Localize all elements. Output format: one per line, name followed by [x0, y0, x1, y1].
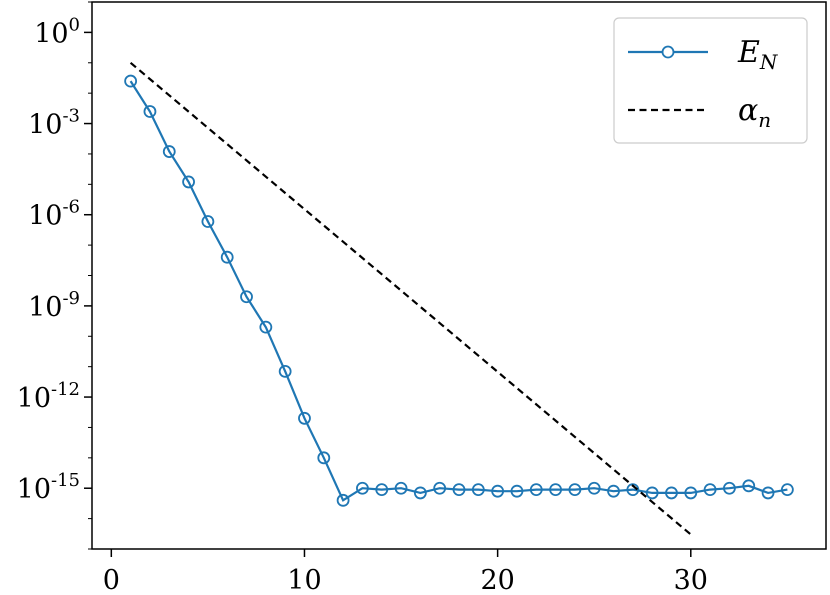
data-point: [394, 481, 408, 495]
x-tick-label: 10: [287, 565, 321, 595]
data-point: [684, 486, 698, 500]
y-axis: 100 10-3 10-6 10-9 10-12 10-15: [17, 1, 92, 550]
data-point: [375, 483, 389, 497]
series-layer: [124, 61, 794, 536]
data-point: [742, 479, 756, 493]
data-point: [240, 290, 253, 304]
data-point: [549, 483, 562, 497]
data-point: [703, 483, 717, 497]
data-point: [298, 411, 311, 425]
data-point: [529, 483, 543, 497]
data-point: [568, 483, 582, 497]
legend-marker: [661, 45, 675, 59]
data-point: [723, 481, 736, 495]
y-tick-label: 10-9: [28, 288, 80, 323]
data-point: [259, 320, 273, 334]
data-point: [491, 484, 505, 498]
data-point: [761, 486, 775, 500]
data-point: [510, 484, 524, 498]
data-point: [452, 483, 466, 497]
data-point: [413, 486, 427, 500]
data-point: [780, 483, 794, 497]
data-point: [278, 364, 292, 378]
series-line-0: [129, 80, 788, 502]
data-point: [607, 484, 620, 498]
data-point: [336, 493, 350, 507]
legend: EN αn: [613, 17, 808, 144]
x-tick-label: 30: [674, 565, 708, 595]
y-tick-label: 100: [34, 14, 80, 49]
data-point: [587, 481, 601, 495]
x-axis: 0 10 20 30: [103, 549, 708, 595]
y-tick-label: 10-12: [17, 379, 80, 414]
legend-label-1: αn: [738, 93, 771, 132]
data-point: [626, 483, 640, 497]
data-point: [433, 481, 447, 495]
y-tick-label: 10-6: [28, 197, 80, 232]
data-point: [182, 175, 195, 189]
data-point: [143, 105, 157, 118]
data-point: [471, 483, 485, 497]
data-point: [124, 74, 138, 88]
legend-box: [613, 17, 808, 144]
data-point: [201, 215, 215, 228]
data-point: [317, 451, 331, 465]
data-point: [665, 486, 678, 500]
data-point: [162, 145, 176, 158]
x-tick-label: 0: [103, 565, 120, 595]
data-point: [356, 481, 369, 495]
series-line-1: [129, 61, 692, 536]
data-point: [645, 486, 659, 500]
x-tick-label: 20: [480, 565, 514, 595]
y-tick-label: 10-3: [28, 106, 80, 141]
data-point: [220, 250, 234, 264]
y-tick-label: 10-15: [17, 470, 80, 505]
legend-label-0: EN: [737, 35, 779, 74]
